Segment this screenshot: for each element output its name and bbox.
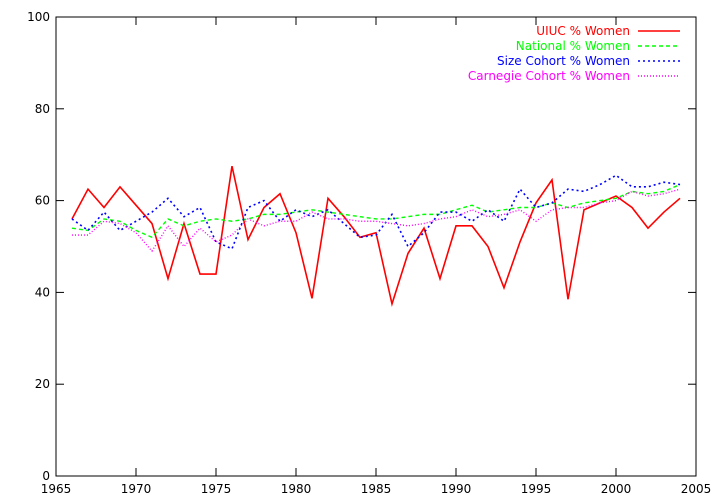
series-line-carnegie-cohort-women (72, 188, 681, 253)
axis-ticks: 0 20 40 60 80 100 1965 1970 1975 1980 1985 1990 1995… (27, 10, 711, 496)
series-lines (71, 165, 681, 307)
legend-entry-label: UIUC % Women (536, 24, 630, 38)
series-line-uiuc-women (71, 165, 681, 307)
y-tick-label: 100 (27, 10, 50, 24)
legend-entry-label: Carnegie Cohort % Women (468, 69, 630, 83)
x-tick-label: 1975 (201, 482, 232, 496)
x-tick-label: 1965 (41, 482, 72, 496)
x-tick-label: 2000 (601, 482, 632, 496)
x-tick-label: 1980 (281, 482, 312, 496)
plot-frame (55, 16, 697, 477)
x-tick-label: 1990 (441, 482, 472, 496)
x-tick-label: 1970 (121, 482, 152, 496)
y-tick-label: 40 (35, 285, 50, 299)
legend-entry-label: Size Cohort % Women (497, 54, 630, 68)
y-tick-label: 0 (42, 469, 50, 483)
y-tick-label: 60 (35, 194, 50, 208)
series-line-national-women (71, 183, 681, 239)
x-tick-label: 1985 (361, 482, 392, 496)
y-tick-label: 20 (35, 377, 50, 391)
x-tick-label: 2005 (681, 482, 712, 496)
series-line-size-cohort-women (71, 174, 681, 250)
x-tick-label: 1995 (521, 482, 552, 496)
legend-entry-label: National % Women (516, 39, 630, 53)
y-tick-label: 80 (35, 102, 50, 116)
